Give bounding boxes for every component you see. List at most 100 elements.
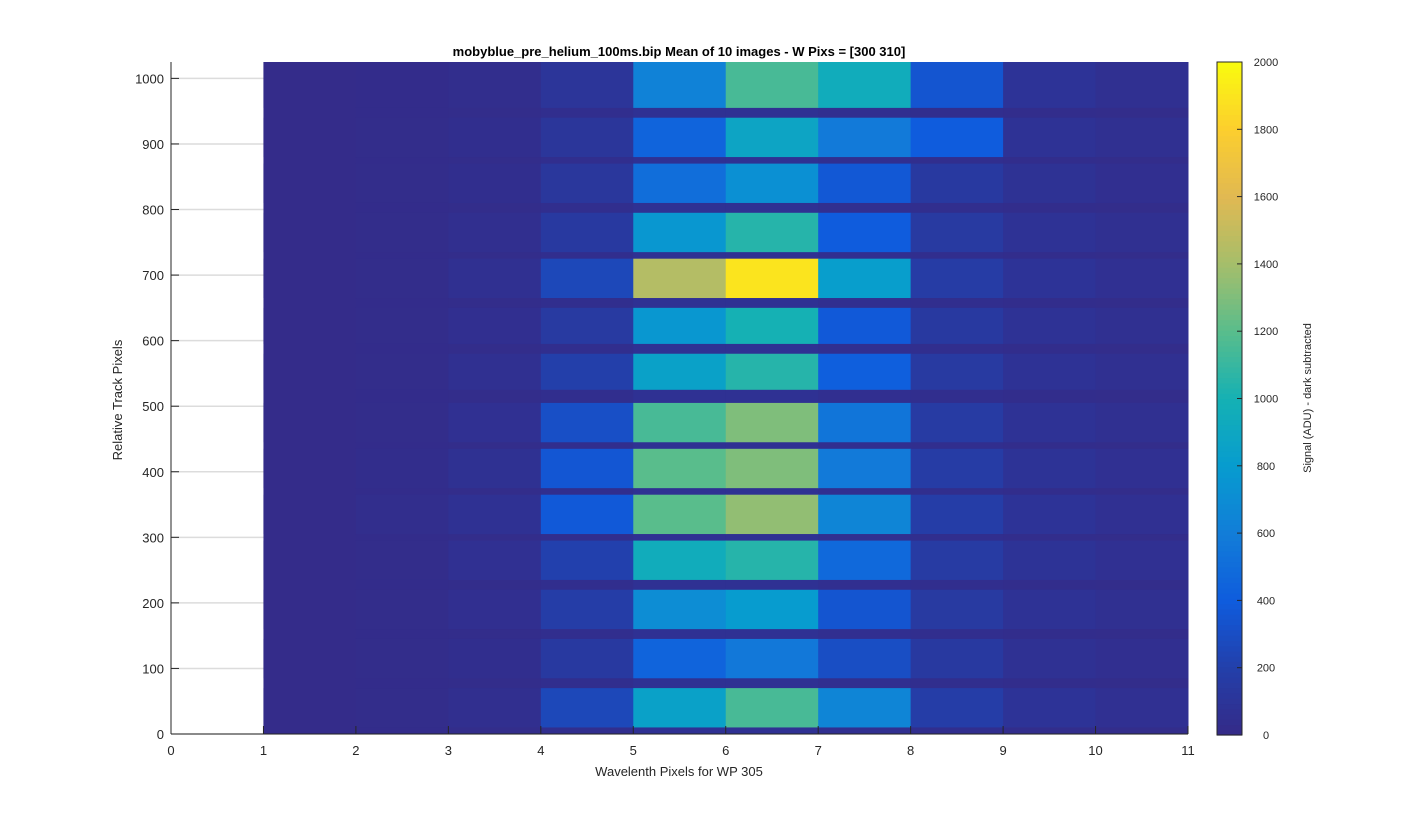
colorbar-segment [1217,671,1242,678]
heatmap-cell [818,163,912,203]
heatmap-background-cell [910,62,1004,734]
heatmap-cell [818,258,912,299]
heatmap-cell [910,638,1004,679]
colorbar-segment [1217,288,1242,294]
heatmap-cell [263,353,357,390]
colorbar-segment [1217,608,1242,615]
heatmap-cell [263,258,357,299]
heatmap-background-cell [1095,62,1189,734]
colorbar-segment [1217,246,1242,252]
colorbar-segment [1217,209,1242,216]
heatmap-background-cell [448,62,542,734]
colorbar-segment [1217,572,1242,578]
colorbar-segment [1217,582,1242,589]
colorbar-segment [1217,708,1242,715]
heatmap-cell [725,494,819,535]
colorbar-segment [1217,119,1242,126]
heatmap-cell [448,589,542,630]
heatmap-cell [263,117,357,158]
colorbar-segment [1217,135,1242,142]
heatmap-cell [910,688,1004,728]
x-tick-label: 5 [630,743,637,758]
heatmap-cell [1095,212,1189,253]
heatmap-cell [263,402,357,443]
colorbar-segment [1217,535,1242,542]
heatmap-cell [633,448,727,489]
heatmap-cell [1095,117,1189,158]
heatmap-cell [633,307,727,344]
colorbar-segment [1217,303,1242,310]
colorbar-segment [1217,466,1242,473]
x-axis-ticks: 0 1 2 3 4 5 6 7 8 9 10 11 [167,726,1195,758]
heatmap-cell [540,589,634,630]
heatmap-cell [263,163,357,203]
colorbar-segment [1217,635,1242,641]
x-tick-label: 4 [537,743,544,758]
colorbar-segment [1217,88,1242,95]
heatmap-cell [1003,688,1097,728]
heatmap-cell [818,307,912,344]
heatmap-cell [1003,494,1097,535]
colorbar-tick-label: 1200 [1254,326,1278,338]
heatmap-cell [633,163,727,203]
colorbar-segment [1217,267,1242,273]
x-tick-label: 0 [167,743,174,758]
colorbar-segment [1217,656,1242,662]
heatmap-cell [725,540,819,580]
colorbar-segment [1217,324,1242,331]
colorbar-segment [1217,277,1242,284]
y-tick-label: 1000 [135,71,164,86]
colorbar-segment [1217,214,1242,221]
colorbar-segment [1217,330,1242,337]
colorbar-segment [1217,104,1242,110]
heatmap-cell [448,402,542,443]
heatmap-cell [725,353,819,390]
heatmap-cell [1003,402,1097,443]
colorbar-segment [1217,151,1242,158]
colorbar-segment [1217,361,1242,368]
colorbar-segment [1217,198,1242,205]
colorbar-segment [1217,409,1242,415]
colorbar-segment [1217,219,1242,226]
heatmap-cell [355,163,449,203]
colorbar-segment [1217,629,1242,636]
heatmap-cell [263,688,357,728]
heatmap-cell [540,163,634,203]
heatmap-cell [1003,307,1097,344]
y-tick-label: 600 [142,334,164,349]
heatmap-cell [725,688,819,728]
heatmap-cell [910,117,1004,158]
heatmap-cell [1095,688,1189,728]
y-tick-label: 900 [142,137,164,152]
colorbar-segment [1217,256,1242,263]
heatmap-cell [633,540,727,580]
colorbar-segment [1217,487,1242,494]
heatmap-cell [263,589,357,630]
heatmap-cell [355,258,449,299]
colorbar-segment [1217,156,1242,163]
colorbar-segment [1217,519,1242,526]
colorbar-segment [1217,125,1242,131]
colorbar-segment [1217,529,1242,536]
heatmap-cell [725,258,819,299]
heatmap-cell [355,117,449,158]
heatmap-cell [910,353,1004,390]
colorbar-tick-label: 200 [1257,663,1275,675]
colorbar-segment [1217,235,1242,242]
chart-title: mobyblue_pre_helium_100ms.bip Mean of 10… [453,44,906,59]
heatmap-cell [818,212,912,253]
heatmap-cell [540,688,634,728]
heatmap-cell [1095,402,1189,443]
heatmap-cell [818,402,912,443]
heatmap-cell [540,638,634,679]
colorbar-segment [1217,224,1242,231]
heatmap-cell [355,589,449,630]
heatmap-cell [910,540,1004,580]
heatmap-cell [910,163,1004,203]
colorbar-segment [1217,193,1242,200]
heatmap-cell [448,638,542,679]
heatmap-cell [1095,540,1189,580]
colorbar-segment [1217,382,1242,389]
heatmap-cell [355,540,449,580]
x-tick-label: 8 [907,743,914,758]
